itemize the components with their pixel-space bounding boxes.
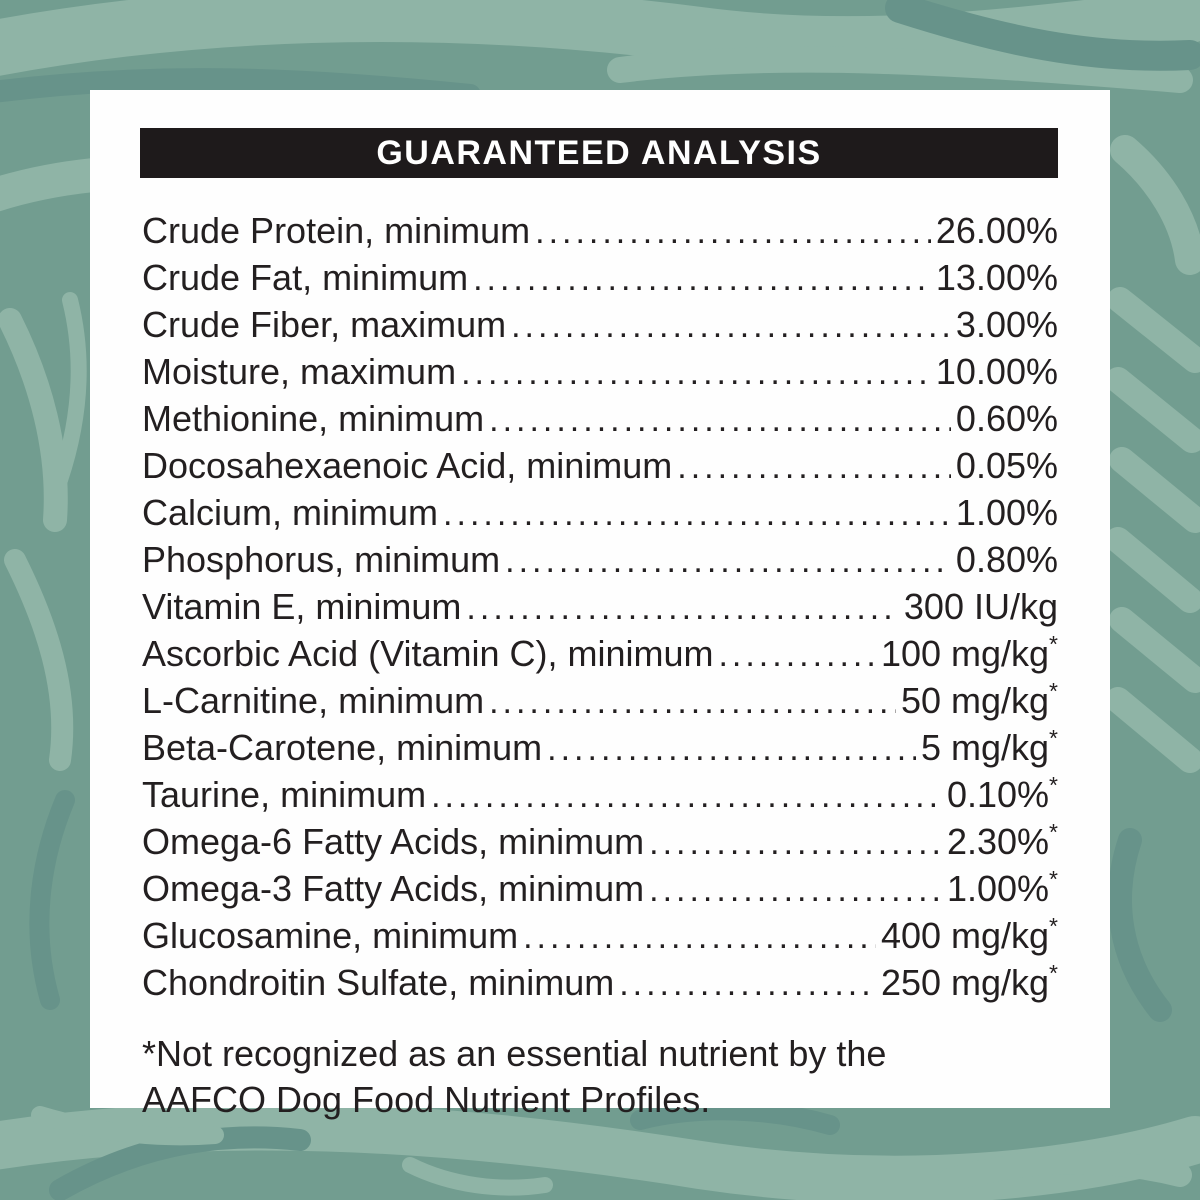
dot-leader: [547, 725, 916, 772]
nutrient-value: 3.00%: [955, 304, 1058, 345]
footnote-line-1: *Not recognized as an essential nutrient…: [142, 1033, 887, 1074]
footnote-line-2: AAFCO Dog Food Nutrient Profiles.: [142, 1079, 711, 1120]
footnote-asterisk: *: [1049, 866, 1058, 892]
analysis-title: GUARANTEED ANALYSIS: [376, 133, 822, 172]
nutrient-value: 50 mg/kg*: [900, 678, 1058, 722]
nutrient-row-l-carnitine: L-Carnitine, minimum 50 mg/kg*: [142, 678, 1058, 725]
nutrient-value: 13.00%: [935, 257, 1058, 298]
nutrient-row-omega-3: Omega-3 Fatty Acids, minimum 1.00%*: [142, 866, 1058, 913]
nutrient-value: 0.05%: [955, 445, 1058, 486]
dot-leader: [619, 960, 876, 1007]
dot-leader: [473, 255, 931, 302]
dot-leader: [649, 819, 942, 866]
dot-leader: [677, 443, 951, 490]
dot-leader: [489, 678, 896, 725]
nutrient-value: 2.30%*: [946, 819, 1058, 863]
dot-leader: [443, 490, 951, 537]
dot-leader: [718, 631, 875, 678]
nutrient-row-phosphorus: Phosphorus, minimum 0.80%: [142, 537, 1058, 584]
nutrient-value: 100 mg/kg*: [880, 631, 1058, 675]
nutrient-label: Omega-6 Fatty Acids, minimum: [142, 821, 645, 862]
footnote-asterisk: *: [1049, 772, 1058, 798]
nutrient-label: Chondroitin Sulfate, minimum: [142, 962, 615, 1003]
dot-leader: [461, 349, 931, 396]
dot-leader: [431, 772, 942, 819]
nutrient-row-ascorbic-acid: Ascorbic Acid (Vitamin C), minimum 100 mg…: [142, 631, 1058, 678]
nutrient-value: 26.00%: [935, 210, 1058, 251]
nutrient-value: 300 IU/kg: [903, 586, 1058, 627]
footnote-asterisk: *: [1049, 960, 1058, 986]
nutrient-label: Glucosamine, minimum: [142, 915, 519, 956]
nutrient-label: Methionine, minimum: [142, 398, 485, 439]
nutrient-label: Calcium, minimum: [142, 492, 439, 533]
dot-leader: [466, 584, 898, 631]
nutrient-row-methionine: Methionine, minimum 0.60%: [142, 396, 1058, 443]
nutrient-value: 1.00%: [955, 492, 1058, 533]
nutrient-row-crude-protein: Crude Protein, minimum 26.00%: [142, 208, 1058, 255]
nutrient-row-taurine: Taurine, minimum 0.10%*: [142, 772, 1058, 819]
nutrient-row-moisture: Moisture, maximum 10.00%: [142, 349, 1058, 396]
dot-leader: [489, 396, 951, 443]
nutrient-row-dha: Docosahexaenoic Acid, minimum 0.05%: [142, 443, 1058, 490]
nutrient-label: Crude Protein, minimum: [142, 210, 531, 251]
nutrient-row-crude-fiber: Crude Fiber, maximum 3.00%: [142, 302, 1058, 349]
footnote-asterisk: *: [1049, 913, 1058, 939]
dot-leader: [649, 866, 942, 913]
nutrient-label: Taurine, minimum: [142, 774, 427, 815]
nutrient-label: Vitamin E, minimum: [142, 586, 462, 627]
dot-leader: [535, 208, 931, 255]
nutrient-label: Ascorbic Acid (Vitamin C), minimum: [142, 633, 714, 674]
nutrient-label: Omega-3 Fatty Acids, minimum: [142, 868, 645, 909]
guaranteed-analysis-card: GUARANTEED ANALYSIS Crude Protein, minim…: [90, 90, 1110, 1120]
dot-leader: [505, 537, 951, 584]
nutrient-value: 0.80%: [955, 539, 1058, 580]
nutrient-row-chondroitin-sulfate: Chondroitin Sulfate, minimum 250 mg/kg*: [142, 960, 1058, 1007]
nutrient-row-glucosamine: Glucosamine, minimum 400 mg/kg*: [142, 913, 1058, 960]
footnote-asterisk: *: [1049, 631, 1058, 657]
nutrient-value: 1.00%*: [946, 866, 1058, 910]
analysis-header-bar: GUARANTEED ANALYSIS: [140, 128, 1058, 178]
nutrient-value: 5 mg/kg*: [920, 725, 1058, 769]
nutrient-label: Crude Fat, minimum: [142, 257, 469, 298]
nutrient-label: Moisture, maximum: [142, 351, 457, 392]
nutrient-value: 0.10%*: [946, 772, 1058, 816]
dot-leader: [511, 302, 951, 349]
nutrient-label: Beta-Carotene, minimum: [142, 727, 543, 768]
nutrient-value: 10.00%: [935, 351, 1058, 392]
nutrient-value: 400 mg/kg*: [880, 913, 1058, 957]
footnote-asterisk: *: [1049, 819, 1058, 845]
nutrient-row-crude-fat: Crude Fat, minimum 13.00%: [142, 255, 1058, 302]
nutrient-list: Crude Protein, minimum 26.00% Crude Fat, …: [142, 208, 1058, 1007]
aafco-footnote: *Not recognized as an essential nutrient…: [142, 1031, 1058, 1123]
nutrient-value: 250 mg/kg*: [880, 960, 1058, 1004]
nutrient-label: Crude Fiber, maximum: [142, 304, 507, 345]
nutrient-row-omega-6: Omega-6 Fatty Acids, minimum 2.30%*: [142, 819, 1058, 866]
nutrient-row-calcium: Calcium, minimum 1.00%: [142, 490, 1058, 537]
nutrient-value: 0.60%: [955, 398, 1058, 439]
nutrient-label: L-Carnitine, minimum: [142, 680, 485, 721]
nutrient-label: Phosphorus, minimum: [142, 539, 501, 580]
footnote-asterisk: *: [1049, 678, 1058, 704]
nutrient-label: Docosahexaenoic Acid, minimum: [142, 445, 673, 486]
dot-leader: [523, 913, 876, 960]
nutrient-row-beta-carotene: Beta-Carotene, minimum 5 mg/kg*: [142, 725, 1058, 772]
footnote-asterisk: *: [1049, 725, 1058, 751]
nutrient-row-vitamin-e: Vitamin E, minimum 300 IU/kg: [142, 584, 1058, 631]
